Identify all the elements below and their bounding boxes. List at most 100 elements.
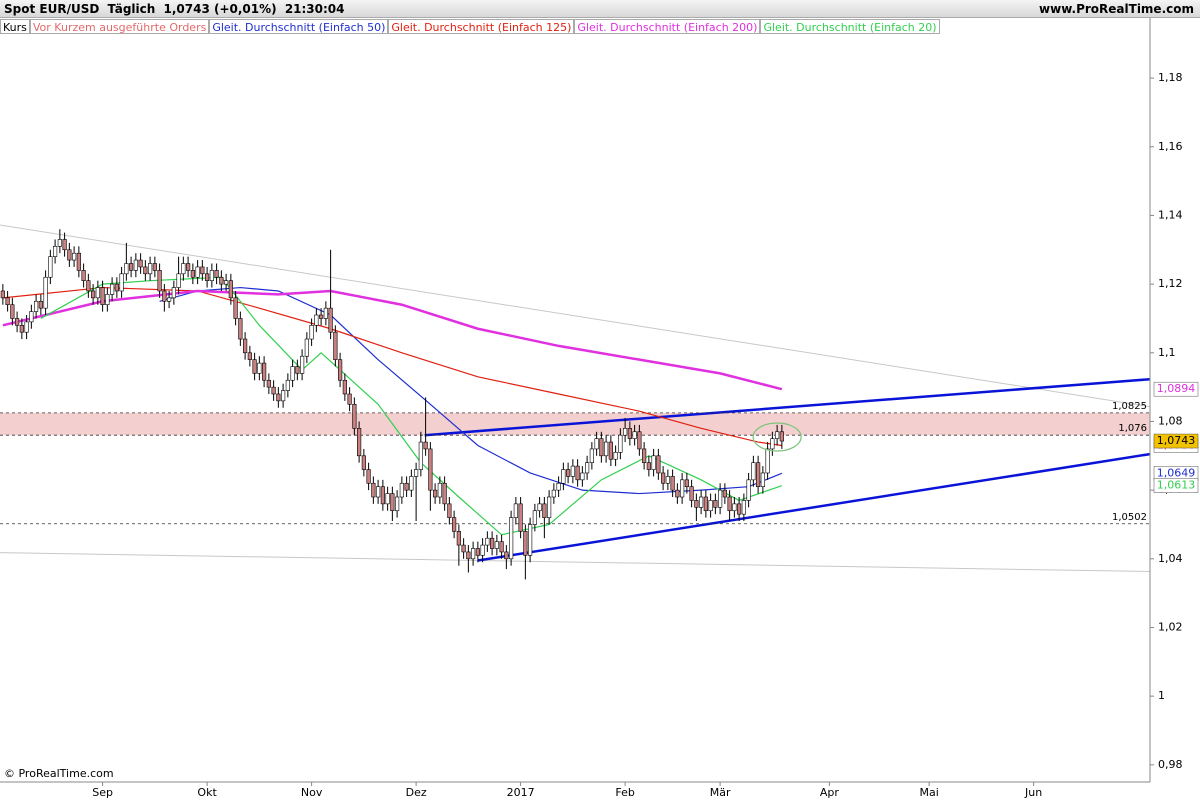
candle-body <box>162 290 167 302</box>
candle-body <box>741 500 746 515</box>
candle-body <box>513 503 518 518</box>
x-tick-label: Okt <box>197 786 217 799</box>
candle-body <box>775 431 780 439</box>
candle-body <box>566 469 571 477</box>
legend-entry: Vor Kurzem ausgeführte Orders <box>29 19 210 34</box>
legend-entry: Gleit. Durchschnitt (Einfach 20) <box>760 19 940 34</box>
legend-entry: Gleit. Durchschnitt (Einfach 125) <box>388 19 575 34</box>
candle-body <box>119 273 124 292</box>
y-tick-label: 1,1 <box>1158 346 1176 359</box>
candle-body <box>699 496 704 508</box>
candle-body <box>34 300 39 312</box>
y-tick-label: 1,12 <box>1158 277 1183 290</box>
candle-body <box>727 496 732 512</box>
price-box-label: 1,0649 <box>1157 466 1196 479</box>
candle-body <box>133 259 138 271</box>
candle-body <box>779 431 784 442</box>
candle-body <box>290 366 295 381</box>
candle-body <box>542 503 547 518</box>
candle-body <box>680 479 685 498</box>
candle-body <box>157 270 162 292</box>
candle-body <box>466 551 471 560</box>
candle-body <box>233 297 238 319</box>
candle-body <box>110 283 115 295</box>
candle-body <box>528 524 533 556</box>
candle-body <box>76 252 81 271</box>
x-tick-label: 2017 <box>507 786 535 799</box>
candle-body <box>570 465 575 477</box>
candle-body <box>281 390 286 402</box>
candle-body <box>257 362 262 374</box>
candle-body <box>376 486 381 498</box>
candle-body <box>437 482 442 498</box>
candle-body <box>509 517 514 560</box>
candle-body <box>404 482 409 491</box>
candle-body <box>418 441 423 470</box>
candle-body <box>219 276 224 285</box>
candle-body <box>200 266 205 275</box>
candle-body <box>81 270 86 281</box>
candle-body <box>252 359 257 374</box>
candle-body <box>385 493 390 505</box>
candle-body <box>523 531 528 556</box>
y-tick-label: 1,02 <box>1158 620 1183 633</box>
candle-body <box>770 438 775 450</box>
candle-body <box>485 537 490 546</box>
candle-body <box>361 455 366 470</box>
candle-body <box>5 297 10 306</box>
trendline <box>424 377 1151 437</box>
candle-body <box>490 537 495 549</box>
candle-body <box>637 431 642 450</box>
candle-body <box>181 263 186 275</box>
candle-body <box>604 441 609 457</box>
candle-body <box>176 273 181 288</box>
candle-body <box>537 503 542 512</box>
candle-body <box>722 489 727 498</box>
candle-body <box>395 496 400 512</box>
candle-body <box>48 256 53 278</box>
symbol: Spot EUR/USD <box>4 2 100 16</box>
moving-average <box>2 286 782 447</box>
candle-body <box>0 290 5 299</box>
candle-body <box>62 239 67 251</box>
candle-body <box>328 307 333 333</box>
y-tick-label: 0,98 <box>1158 758 1183 771</box>
candle-body <box>718 489 723 508</box>
y-tick-label: 1,08 <box>1158 414 1183 427</box>
price-box <box>1153 478 1199 493</box>
candle-body <box>86 280 91 292</box>
candle-body <box>551 489 556 498</box>
candle-body <box>72 252 77 261</box>
y-tick-label: 1 <box>1158 689 1165 702</box>
level-label: 1,0502 <box>1112 512 1147 523</box>
candle-body <box>171 287 176 299</box>
candle-body <box>670 476 675 491</box>
quote: 1,0743 (+0,01%) <box>163 2 277 16</box>
candle-body <box>228 280 233 299</box>
candle-body <box>338 359 343 381</box>
candle-body <box>732 503 737 512</box>
candle-body <box>456 531 461 546</box>
candle-body <box>642 448 647 463</box>
candle-body <box>756 462 761 488</box>
candle-body <box>751 462 756 481</box>
candle-body <box>646 462 651 470</box>
candle-body <box>532 510 537 525</box>
source: www.ProRealTime.com <box>1039 2 1194 16</box>
candle-body <box>661 472 666 484</box>
time: 21:30:04 <box>284 2 345 16</box>
x-tick-label: Mär <box>710 786 731 799</box>
candle-body <box>442 482 447 505</box>
candle-body <box>713 500 718 508</box>
candle-body <box>399 482 404 498</box>
candle-body <box>452 517 457 532</box>
candle-body <box>266 379 271 388</box>
candle-body <box>43 276 48 309</box>
candle-body <box>143 266 148 275</box>
level-label: 1,076 <box>1118 423 1147 434</box>
x-tick-label: Feb <box>615 786 634 799</box>
candle-body <box>433 489 438 498</box>
candle-body <box>57 239 62 247</box>
